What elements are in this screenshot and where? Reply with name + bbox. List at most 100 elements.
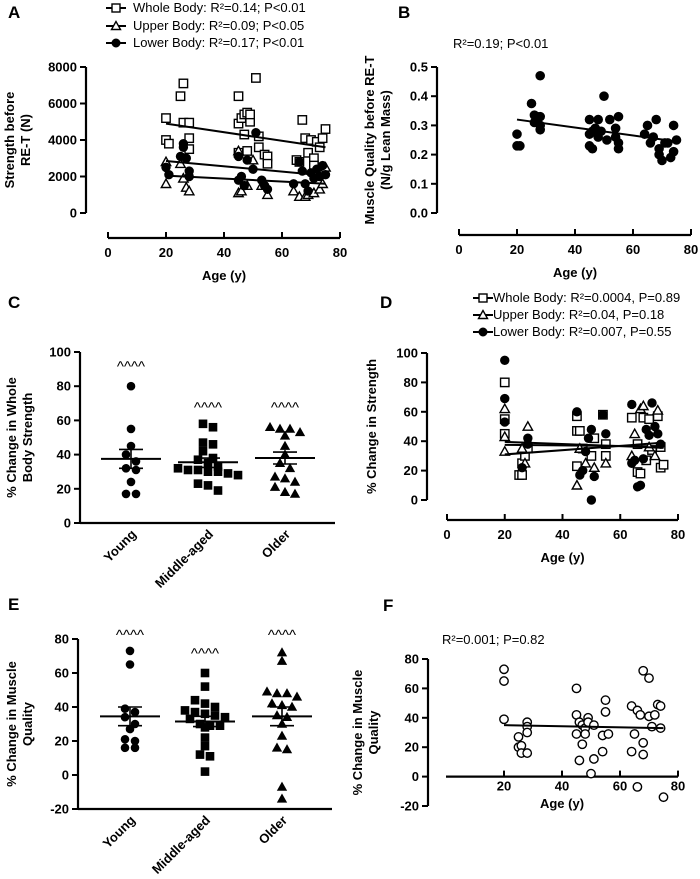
data-point [523, 439, 533, 449]
data-point [126, 477, 136, 487]
data-point [317, 160, 328, 171]
y-tick-label: 100 [49, 345, 71, 360]
data-point [125, 646, 135, 656]
y-tick-label: 0 [64, 516, 71, 531]
x-tick-label: 0 [104, 245, 111, 260]
data-point [649, 449, 661, 461]
significance-marker: ^^^^ [271, 400, 299, 417]
data-point [578, 465, 588, 476]
x-tick-label: 40 [568, 242, 582, 257]
data-point [120, 743, 130, 753]
series-2 [161, 128, 331, 196]
y-tick-label: -20 [50, 802, 69, 817]
x-axis-label: Age (y) [553, 265, 597, 280]
y-tick-label: 80 [404, 375, 418, 390]
y-tick-label: 0.1 [410, 176, 428, 191]
data-point [213, 486, 223, 495]
data-point [195, 750, 205, 759]
data-point [589, 471, 599, 482]
data-point [200, 767, 210, 776]
data-point [203, 467, 213, 476]
category-label: Middle-aged [149, 812, 213, 876]
data-point [320, 169, 331, 180]
data-point [638, 749, 649, 760]
x-tick-label: 60 [613, 527, 627, 542]
panel-label: F [383, 596, 393, 615]
x-tick-label: 0 [455, 242, 462, 257]
data-point [668, 146, 679, 157]
data-point [647, 398, 657, 408]
data-point [163, 138, 174, 149]
legend-entry: Lower Body: R²=0.17; P<0.01 [133, 35, 304, 50]
category-label: Young [100, 812, 139, 851]
data-point [526, 98, 537, 109]
y-tick-label: 0.0 [410, 206, 428, 221]
data-point [635, 480, 646, 490]
data-point [500, 393, 510, 404]
data-point [602, 135, 612, 145]
data-point [515, 141, 525, 151]
legend-entry: Whole Body: R²=0.0004, P=0.89 [493, 290, 680, 305]
data-point [627, 399, 637, 410]
data-point [644, 673, 654, 684]
data-point [651, 114, 662, 125]
data-point [120, 704, 130, 714]
data-point [535, 111, 546, 122]
data-point [577, 739, 588, 750]
data-point [512, 129, 522, 139]
data-point [288, 179, 299, 189]
data-point [626, 746, 637, 757]
category-label: Older [255, 813, 290, 848]
data-point [638, 665, 649, 676]
data-point [210, 711, 220, 720]
data-point [178, 142, 189, 153]
data-point [287, 184, 300, 196]
data-point [220, 712, 230, 722]
data-point [193, 479, 203, 488]
data-point [281, 744, 293, 754]
x-tick-label: 60 [613, 779, 627, 794]
series-2 [500, 355, 666, 505]
panel-a: A 0 2000 4000 6000 8000 Strength before RE-T (N… [2, 0, 347, 283]
data-point [635, 468, 646, 479]
data-point [658, 459, 669, 470]
y-tick-label: 8000 [48, 60, 77, 75]
data-point [131, 489, 141, 499]
data-point [580, 446, 591, 457]
data-point [320, 124, 331, 134]
y-tick-label: 20 [57, 481, 71, 496]
data-point [651, 404, 664, 415]
legend-marker [111, 38, 121, 48]
data-point [499, 714, 509, 725]
y-tick-label: 0 [62, 768, 69, 783]
group-middle-aged: ^^^^ [175, 646, 235, 776]
data-point [303, 147, 313, 158]
x-tick-label: 40 [555, 779, 569, 794]
y-tick-label: 80 [405, 652, 419, 667]
data-point [571, 729, 582, 739]
data-point [193, 455, 203, 465]
data-point [629, 455, 640, 466]
group-young: ^^^^ [100, 627, 160, 753]
data-point [600, 439, 611, 450]
data-point [513, 732, 524, 742]
x-tick-label: 60 [275, 245, 289, 260]
data-point [584, 114, 595, 125]
data-point [603, 729, 614, 739]
x-tick-label: 80 [671, 779, 685, 794]
data-point [235, 184, 248, 196]
data-point [289, 476, 301, 486]
data-point [294, 427, 306, 437]
stats-annotation: R²=0.001; P=0.82 [442, 632, 545, 647]
data-point [638, 454, 649, 464]
data-point [279, 440, 291, 450]
data-point [313, 183, 326, 194]
significance-marker: ^^^^ [117, 359, 145, 376]
y-tick-label: 4000 [48, 133, 77, 148]
data-point [190, 695, 200, 705]
y-axis-label: (N/g Lean Mass) [378, 90, 393, 190]
x-axis-label: Age (y) [540, 550, 584, 565]
data-point [638, 737, 649, 748]
panel-label: C [8, 293, 20, 312]
y-axis-label: Body Strength [20, 393, 35, 483]
